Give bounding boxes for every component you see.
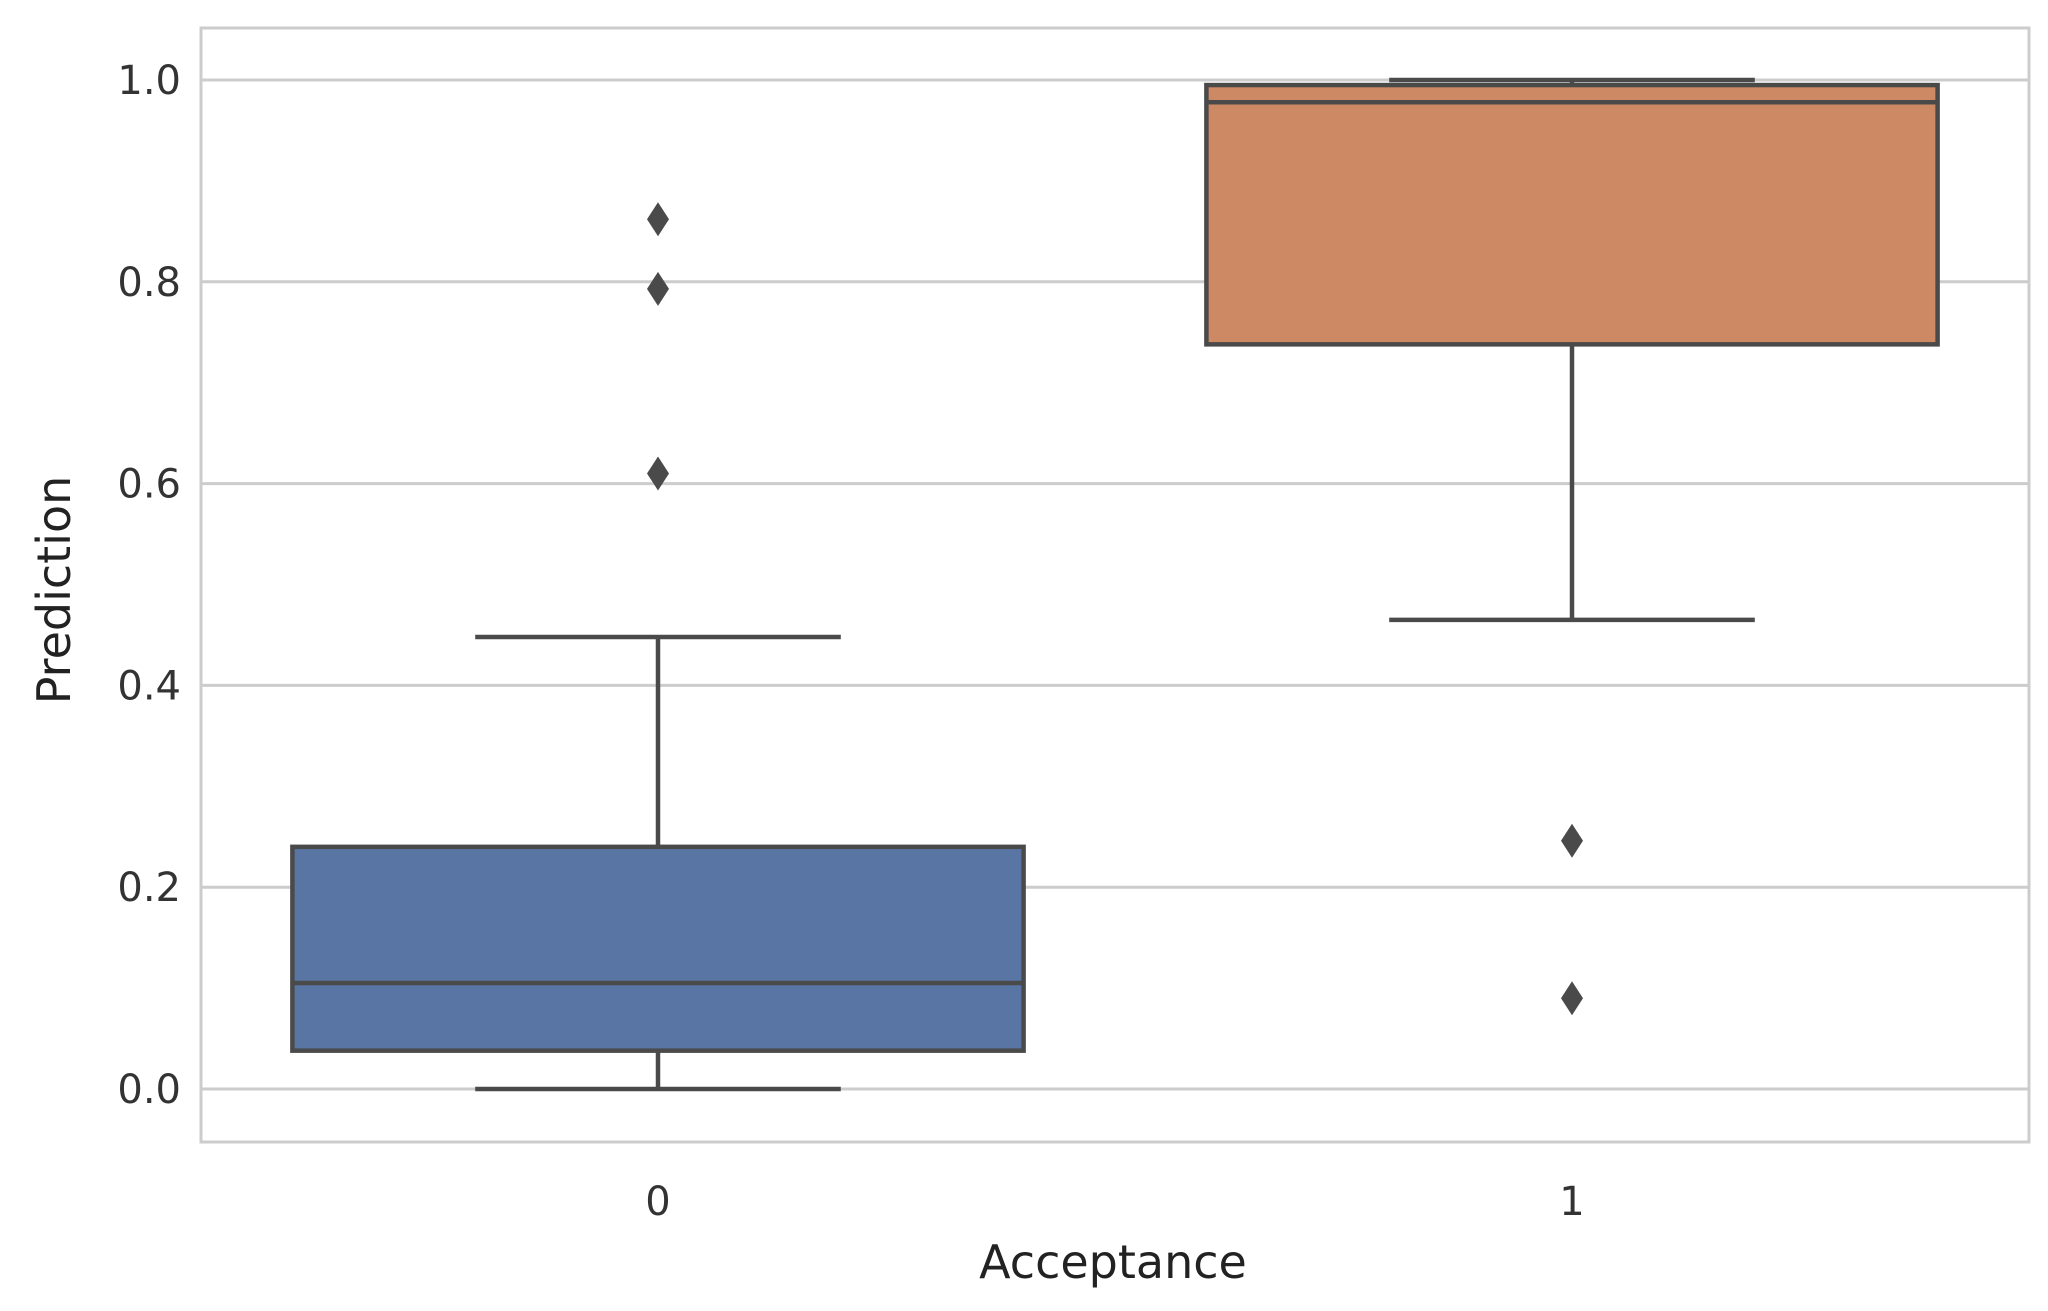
y-axis-label: Prediction xyxy=(27,476,81,705)
outlier-point xyxy=(647,202,669,237)
boxes xyxy=(290,77,1940,1092)
y-tick-label: 0.8 xyxy=(117,260,181,306)
y-tick-labels: 0.0 0.2 0.4 0.6 0.8 1.0 xyxy=(117,58,181,1113)
plot-frame xyxy=(199,26,2031,1144)
box-iqr xyxy=(1204,82,1940,347)
y-tick-label: 0.2 xyxy=(117,865,181,911)
x-axis-label: Acceptance xyxy=(979,1235,1247,1289)
outlier-point xyxy=(647,271,669,306)
x-tick-label: 1 xyxy=(1559,1179,1584,1225)
y-tick-label: 1.0 xyxy=(117,58,181,104)
x-tick-label: 0 xyxy=(645,1179,670,1225)
box-iqr xyxy=(290,844,1026,1053)
y-tick-label: 0.0 xyxy=(117,1067,181,1113)
box-group xyxy=(1204,77,1940,1016)
outlier-point xyxy=(647,456,669,491)
y-tick-label: 0.6 xyxy=(117,462,181,508)
box-group xyxy=(290,202,1026,1092)
y-tick-label: 0.4 xyxy=(117,663,181,709)
outlier-point xyxy=(1561,981,1583,1016)
outlier-point xyxy=(1561,823,1583,858)
